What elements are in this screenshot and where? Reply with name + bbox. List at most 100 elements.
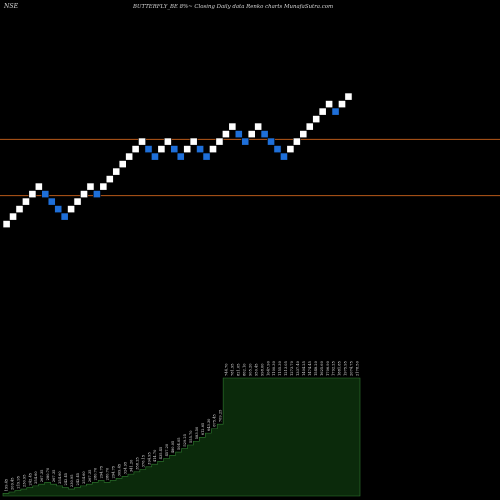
price-label: 643.30	[207, 418, 211, 431]
price-label: 280.70	[106, 467, 110, 480]
up-brick	[125, 152, 134, 161]
price-label: 457.20	[165, 443, 169, 456]
price-labels: 199.45 209.45 219.95 230.95 242.45 254.60 267.…	[4, 360, 359, 491]
up-brick	[183, 145, 192, 153]
price-label: 219.95	[16, 475, 20, 488]
up-brick	[105, 175, 114, 183]
price-label: 1155.30	[278, 360, 282, 376]
up-brick	[286, 145, 295, 153]
price-label: 254.60	[82, 471, 86, 484]
down-brick	[93, 190, 101, 198]
up-brick	[118, 160, 127, 168]
price-label: 414.70	[153, 449, 157, 462]
down-brick	[170, 145, 179, 153]
price-label: 1474.45	[308, 360, 312, 376]
price-label: 1625.60	[320, 360, 324, 376]
up-brick	[99, 182, 108, 191]
price-label: 376.15	[141, 454, 145, 467]
down-brick	[54, 205, 63, 213]
price-label: 1047.90	[266, 360, 270, 376]
down-brick	[60, 212, 69, 221]
renko-bricks	[2, 92, 353, 228]
up-brick	[15, 205, 24, 213]
price-label: 341.20	[129, 459, 133, 472]
up-brick	[222, 130, 230, 138]
up-brick	[299, 130, 308, 138]
price-label: 612.65	[201, 422, 205, 435]
price-label: 781.95	[231, 363, 235, 376]
price-label: 1706.90	[326, 360, 330, 376]
price-label: 199.45	[4, 478, 8, 491]
up-brick	[312, 115, 321, 123]
price-label: 242.45	[76, 472, 80, 485]
price-label: 709.25	[219, 409, 223, 422]
up-brick	[86, 182, 95, 191]
price-label: 821.05	[237, 363, 241, 376]
up-brick	[247, 130, 256, 138]
up-brick	[112, 167, 121, 176]
chart-title: BUTTERFLY_BE 8%~ Closing Daily data Renk…	[132, 4, 333, 10]
price-label: 294.75	[100, 465, 104, 478]
down-brick	[144, 145, 153, 153]
price-label: 435.45	[159, 446, 163, 459]
price-label: 230.95	[22, 474, 26, 487]
price-label: 1213.05	[284, 360, 288, 376]
down-brick	[196, 145, 204, 153]
price-label: 1881.85	[338, 360, 342, 376]
down-brick	[47, 197, 56, 206]
up-brick	[209, 145, 217, 153]
up-brick	[34, 182, 43, 191]
up-brick	[325, 100, 333, 108]
down-brick	[260, 130, 269, 138]
down-brick	[331, 107, 340, 116]
down-brick	[280, 152, 288, 161]
price-label: 254.60	[34, 471, 38, 484]
up-brick	[2, 220, 11, 228]
price-label: 1975.95	[344, 360, 348, 376]
up-brick	[318, 107, 327, 116]
price-label: 294.75	[112, 465, 116, 478]
up-brick	[344, 92, 353, 101]
down-brick	[241, 137, 250, 146]
up-brick	[9, 212, 17, 221]
price-label: 254.60	[58, 471, 62, 484]
price-label: 267.35	[40, 469, 44, 482]
down-brick	[176, 152, 185, 161]
price-label: 242.45	[64, 472, 68, 485]
up-brick	[338, 100, 346, 108]
price-label: 1273.70	[290, 360, 294, 376]
price-area-fill	[2, 377, 361, 497]
price-label: 583.50	[195, 426, 199, 439]
up-brick	[189, 137, 198, 146]
price-area	[2, 377, 361, 497]
price-label: 950.45	[254, 363, 258, 376]
price-label: 1404.25	[302, 360, 306, 376]
down-brick	[202, 152, 211, 161]
up-brick	[292, 137, 301, 146]
price-label: 280.70	[46, 467, 50, 480]
price-label: 1792.25	[332, 360, 336, 376]
price-label: 242.45	[28, 472, 32, 485]
price-label: 1548.20	[314, 360, 318, 376]
price-label: 744.70	[225, 363, 229, 376]
up-brick	[73, 197, 82, 206]
up-brick	[138, 137, 146, 146]
price-label: 504.05	[177, 437, 181, 450]
down-brick	[273, 145, 282, 153]
price-label: 480.05	[171, 440, 175, 453]
down-brick	[234, 130, 243, 138]
down-brick	[41, 190, 50, 198]
up-brick	[67, 205, 75, 213]
up-brick	[157, 145, 166, 153]
price-label: 230.95	[70, 474, 74, 487]
reference-lines	[0, 138, 500, 197]
price-label: 309.45	[118, 463, 122, 476]
up-brick	[80, 190, 88, 198]
price-label: 209.45	[10, 477, 14, 490]
price-label: 267.35	[52, 469, 56, 482]
up-brick	[215, 137, 224, 146]
up-brick	[22, 197, 30, 206]
price-label: 998.00	[260, 363, 264, 376]
up-brick	[228, 122, 237, 131]
